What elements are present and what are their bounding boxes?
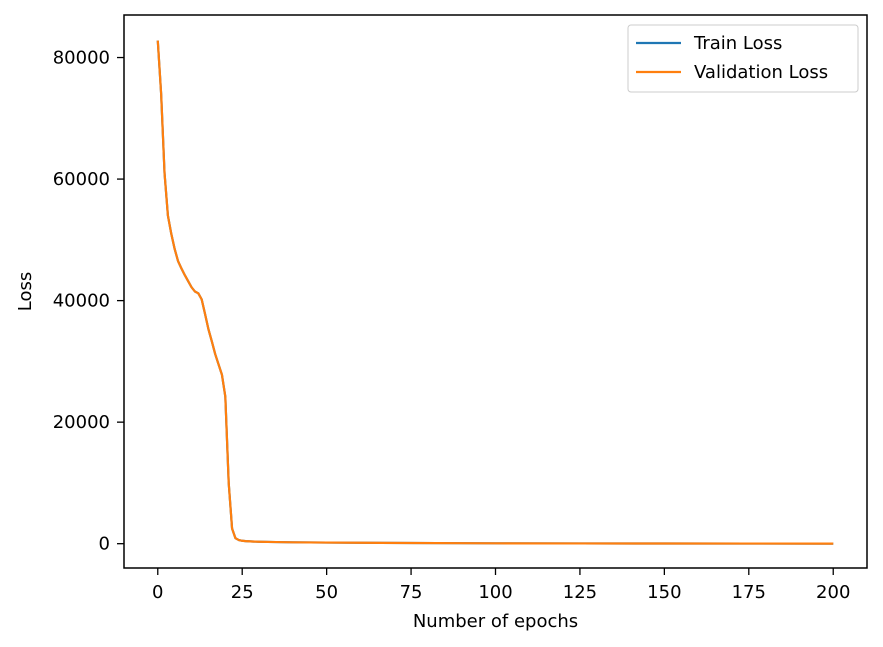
x-tick-label: 175 — [732, 582, 766, 603]
y-tick-label: 80000 — [53, 48, 110, 69]
legend-box — [627, 24, 859, 93]
y-tick-label: 60000 — [53, 169, 110, 190]
x-axis-label: Number of epochs — [413, 611, 578, 632]
series-line-train — [156, 40, 834, 545]
y-axis: 0 20000 40000 60000 80000 — [53, 48, 124, 555]
x-tick-label: 200 — [816, 582, 850, 603]
legend: Train Loss Validation Loss — [627, 24, 859, 93]
y-tick-label: 40000 — [53, 291, 110, 312]
x-axis: 0 25 50 75 100 125 150 175 200 — [152, 568, 850, 603]
plot-lines — [156, 40, 834, 545]
plot-frame — [123, 14, 868, 569]
x-tick-label: 50 — [315, 582, 338, 603]
x-tick-label: 75 — [400, 582, 423, 603]
y-axis-label: Loss — [15, 272, 36, 311]
series-line-validation — [156, 40, 834, 545]
y-tick-label: 0 — [99, 534, 110, 555]
legend-label-train: Train Loss — [693, 33, 782, 54]
x-tick-label: 25 — [231, 582, 254, 603]
y-tick-label: 20000 — [53, 412, 110, 433]
x-tick-label: 150 — [647, 582, 681, 603]
x-tick-label: 100 — [478, 582, 512, 603]
legend-label-validation: Validation Loss — [694, 62, 828, 83]
x-tick-label: 125 — [563, 582, 597, 603]
x-tick-label: 0 — [152, 582, 163, 603]
